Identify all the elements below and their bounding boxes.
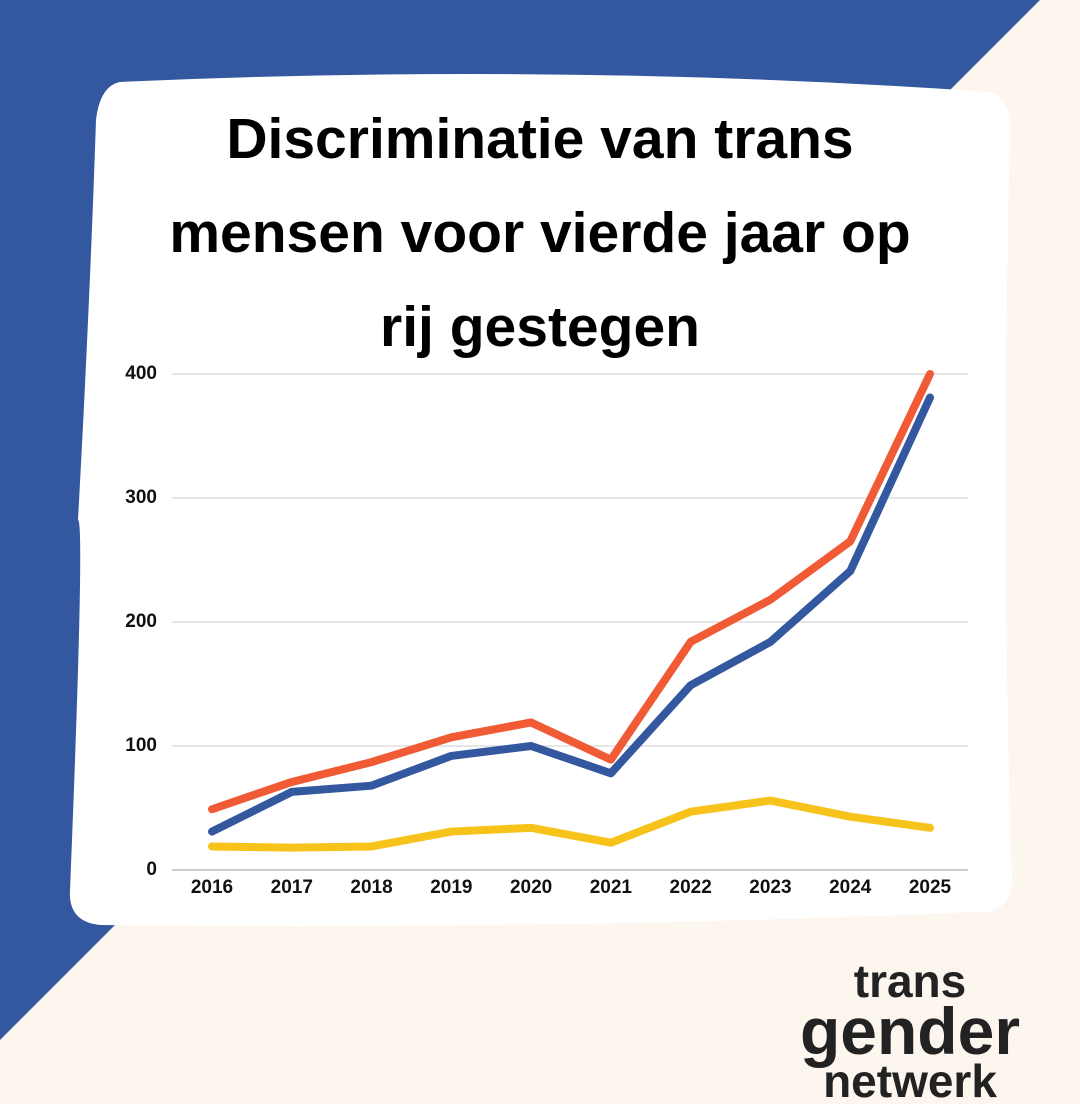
x-tick-label: 2021 <box>590 877 633 898</box>
series-line <box>208 393 934 836</box>
x-tick-label: 2022 <box>670 877 712 898</box>
x-tick-label: 2020 <box>510 877 552 898</box>
logo-text: trans <box>853 955 967 1007</box>
chart-title: Discriminatie van trans mensen voor vier… <box>169 107 911 359</box>
y-tick-label: 200 <box>125 611 157 632</box>
x-tick-label: 2024 <box>829 877 872 898</box>
x-tick-label: 2023 <box>749 877 791 898</box>
series-line <box>208 796 934 852</box>
logo-text: gender <box>799 994 1021 1068</box>
card <box>69 74 1013 927</box>
y-tick-label: 300 <box>125 487 157 508</box>
series-line <box>208 370 934 814</box>
x-tick-label: 2025 <box>909 877 952 898</box>
logo: trans gender netwerk <box>780 958 1040 1104</box>
y-tick-label: 400 <box>125 363 157 384</box>
logo-text: netwerk <box>823 1055 997 1107</box>
x-tick-label: 2019 <box>430 877 472 898</box>
x-tick-label: 2017 <box>271 877 313 898</box>
x-tick-label: 2018 <box>350 877 392 898</box>
y-tick-label: 0 <box>146 859 157 880</box>
x-tick-label: 2016 <box>191 877 233 898</box>
y-tick-label: 100 <box>125 735 157 756</box>
